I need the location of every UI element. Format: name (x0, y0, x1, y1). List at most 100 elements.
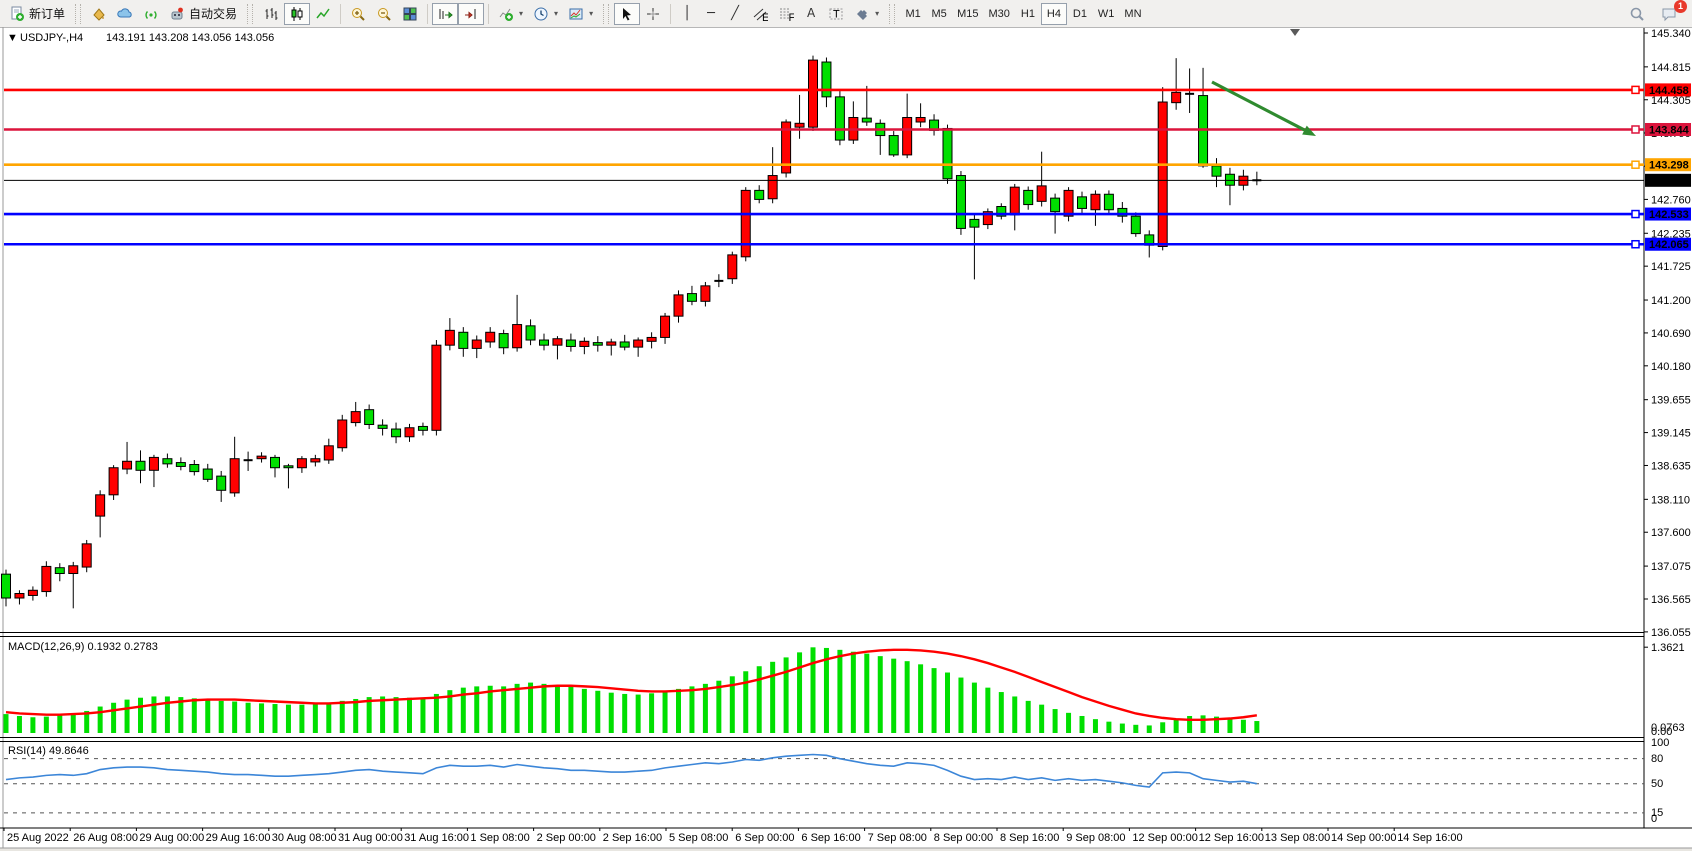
vertical-line-button[interactable]: │ (675, 3, 699, 25)
styler-button[interactable] (86, 3, 112, 25)
crosshair-icon (647, 7, 660, 20)
chart-shift-marker[interactable] (1290, 29, 1300, 36)
price-badge-label: 143.298 (1649, 160, 1689, 172)
line-marker-handle[interactable] (1631, 209, 1640, 219)
cursor-button[interactable] (614, 2, 641, 25)
macd-max-label: 1.3621 (1651, 642, 1685, 654)
macd-histogram-bar (232, 701, 238, 733)
chat-button[interactable]: 1 (1656, 0, 1687, 25)
time-tick-label: 9 Sep 08:00 (1066, 832, 1125, 844)
macd-histogram-bar (3, 714, 9, 733)
indicators-button[interactable]: ▾ (493, 3, 528, 25)
periods-button[interactable]: ▾ (528, 3, 563, 25)
horizontal-line-icon: ─ (707, 6, 715, 21)
line-marker-handle[interactable] (1631, 85, 1640, 95)
new-order-button[interactable]: 新订单 (4, 3, 70, 25)
candle-body (1, 573, 11, 599)
templates-button[interactable]: ▾ (563, 3, 598, 25)
zoom-out-button[interactable] (371, 3, 397, 25)
macd-histogram-bar (1240, 719, 1246, 733)
bar-chart-button[interactable] (258, 3, 284, 25)
crosshair-button[interactable] (640, 3, 666, 25)
macd-histogram-bar (514, 683, 520, 733)
line-marker-handle[interactable] (1631, 160, 1640, 169)
macd-histogram-bar (460, 687, 466, 733)
candle-body (1050, 197, 1061, 213)
macd-histogram-bar (756, 666, 762, 733)
candle-body (1103, 193, 1114, 211)
candle-body (296, 458, 307, 469)
arrows-button[interactable]: ▾ (849, 3, 884, 25)
channel-button[interactable]: E (747, 3, 773, 25)
timeframe-button-H4[interactable]: H4 (1040, 2, 1067, 25)
dropdown-arrow-icon: ▾ (554, 9, 559, 18)
time-tick-label: 1 Sep 08:00 (470, 832, 529, 844)
time-tick-label: 12 Sep 16:00 (1199, 832, 1264, 844)
drawn-arrow-annotation[interactable] (1211, 80, 1316, 136)
macd-histogram-bar (891, 658, 897, 733)
timeframe-button-M30[interactable]: M30 (984, 3, 1015, 25)
timeframe-button-M15[interactable]: M15 (952, 3, 983, 25)
zoom-in-button[interactable] (345, 3, 371, 25)
timeframe-button-M1[interactable]: M1 (900, 3, 926, 25)
time-tick-label: 7 Sep 08:00 (868, 832, 927, 844)
macd-histogram-bar (810, 647, 816, 733)
toolbar-gripper[interactable] (603, 3, 610, 24)
macd-histogram-bar (1146, 725, 1152, 733)
line-marker-handle[interactable] (1631, 125, 1640, 134)
text-label-button[interactable]: T (823, 3, 849, 25)
macd-histogram-bar (259, 703, 265, 733)
toolbar-separator (670, 3, 672, 24)
macd-histogram-bar (1052, 709, 1058, 733)
toolbar-gripper[interactable] (889, 3, 896, 24)
timeframe-button-D1[interactable]: D1 (1067, 3, 1093, 25)
macd-histogram-bar (958, 677, 964, 733)
autotrading-button[interactable]: 自动交易 (164, 3, 242, 25)
timeframe-button-MN[interactable]: MN (1119, 3, 1146, 25)
community-button[interactable] (112, 3, 138, 25)
line-chart-button[interactable] (310, 3, 336, 25)
macd-histogram-bar (1012, 696, 1018, 733)
macd-histogram-bar (662, 691, 668, 733)
price-tick-label: 144.815 (1651, 62, 1691, 74)
toolbar-gripper[interactable] (247, 3, 254, 24)
price-badge-label: 143.056 (1649, 175, 1689, 187)
macd-histogram-bar (622, 693, 628, 733)
cursor-arrow-icon (623, 7, 632, 20)
time-tick-label: 25 Aug 2022 (7, 832, 69, 844)
auto-scroll-icon (439, 8, 453, 19)
macd-histogram-bar (299, 704, 305, 733)
toolbar-gripper[interactable] (75, 3, 82, 24)
horizontal-line-button[interactable]: ─ (699, 3, 723, 25)
timeframe-group: M1 M5 M15 M30 H1 H4 D1 W1 MN (900, 2, 1146, 25)
tile-windows-icon (403, 7, 417, 20)
candle-body (458, 331, 469, 349)
one-click-collapse-icon[interactable]: ▼ (7, 32, 18, 44)
text-button[interactable]: A (799, 3, 823, 25)
time-tick-label: 8 Sep 00:00 (934, 832, 993, 844)
macd-histogram-bar (729, 676, 735, 733)
fibonacci-button[interactable]: F (773, 3, 799, 25)
price-tick-label: 141.725 (1651, 261, 1691, 273)
macd-histogram-bar (702, 683, 708, 733)
line-marker-handle[interactable] (1631, 239, 1640, 249)
time-tick-label: 31 Aug 16:00 (404, 832, 469, 844)
chart-shift-button[interactable] (458, 2, 485, 25)
timeframe-button-M5[interactable]: M5 (926, 3, 952, 25)
signals-button[interactable] (138, 3, 164, 25)
macd-histogram-bar (420, 698, 426, 733)
timeframe-button-W1[interactable]: W1 (1093, 3, 1120, 25)
trendline-button[interactable]: ╱ (723, 3, 747, 25)
dropdown-arrow-icon: ▾ (589, 9, 594, 18)
time-tick-label: 30 Aug 08:00 (272, 832, 337, 844)
doji-body (243, 459, 253, 462)
candle-body (229, 458, 240, 494)
time-axis[interactable]: 25 Aug 2022 26 Aug 08:00 29 Aug 00:00 29 Au… (3, 828, 1463, 844)
search-button[interactable] (1624, 3, 1650, 25)
timeframe-button-H1[interactable]: H1 (1015, 3, 1041, 25)
candle-chart-button[interactable] (284, 2, 311, 25)
auto-scroll-button[interactable] (432, 2, 459, 25)
tile-windows-button[interactable] (397, 3, 423, 25)
macd-histogram-bar (823, 647, 829, 733)
